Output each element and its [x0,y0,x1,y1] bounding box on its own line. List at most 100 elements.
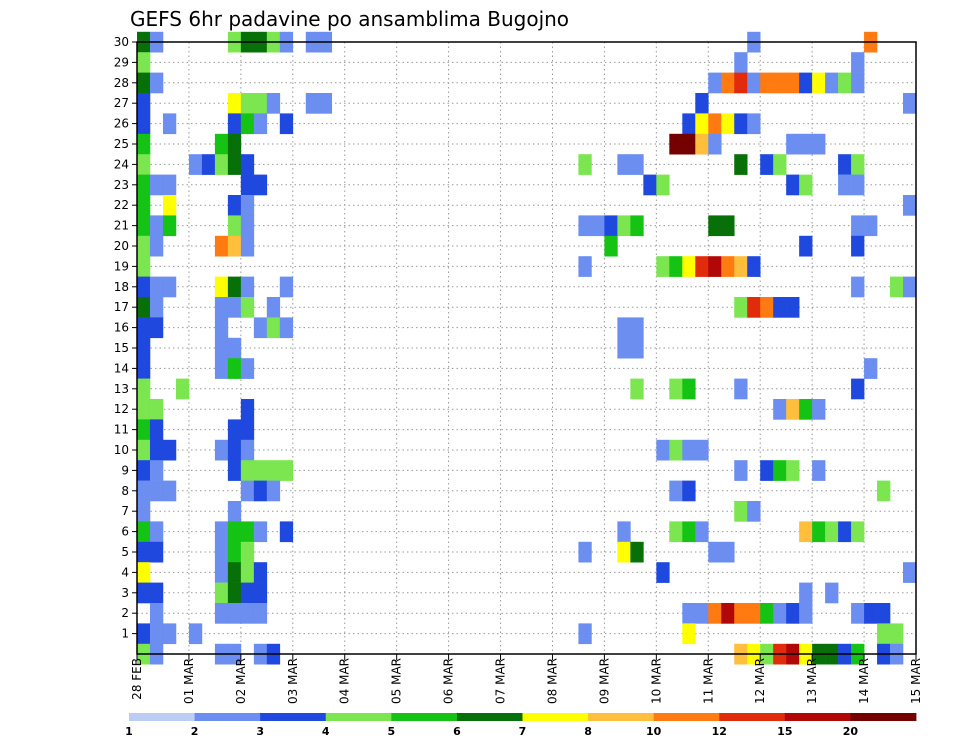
precip-cell [149,521,164,543]
precip-cell [695,521,709,543]
precip-cell [214,235,229,257]
precip-cell [162,174,177,196]
precip-cell [227,562,242,583]
x-tick-label: 07 MAR [494,658,508,704]
precip-cell [721,215,735,237]
precip-cell [137,582,151,604]
precip-cell [253,113,268,135]
precip-cell [695,439,709,461]
y-tick-label: 5 [121,545,129,559]
precip-cell [695,133,709,155]
precip-cell [786,133,800,155]
precip-cell [214,154,229,175]
precip-cell [240,235,255,257]
precip-cell [214,317,229,339]
precip-cell [877,623,891,645]
precip-cell [279,521,294,543]
precip-cell [851,235,865,257]
precip-cell [279,460,294,481]
x-tick-label: 14 MAR [857,658,871,704]
precip-cell [214,439,229,461]
precip-cell [708,541,722,563]
precip-cell [682,439,696,461]
precip-cell [851,603,865,624]
precip-cell [149,215,164,237]
precip-cell [162,195,177,216]
y-tick-label: 22 [114,198,129,212]
colorbar-swatch [391,713,458,721]
precip-cell [617,317,631,339]
precip-cell [682,603,696,624]
precip-cell [630,378,644,400]
precip-cell [162,113,177,135]
precip-cell [149,541,164,563]
precip-cell [747,603,761,624]
precip-cell [149,460,164,481]
precip-cell [851,154,865,175]
y-tick-label: 24 [114,157,129,171]
precip-cell [305,93,320,114]
precip-cell [578,215,592,237]
y-tick-label: 20 [114,239,129,253]
precip-cell [240,358,255,379]
precip-cell [708,113,722,135]
precip-cell [137,297,151,318]
precip-cell [253,582,268,604]
precip-cell [656,562,670,583]
precip-cell [318,93,333,114]
precip-cell [630,337,644,359]
precip-cell [240,419,255,441]
precip-cell [799,235,813,257]
precip-cell [214,358,229,379]
y-tick-label: 28 [114,76,129,90]
precip-cell [786,297,800,318]
precip-cell [240,215,255,237]
precip-cell [669,521,683,543]
precip-cell [214,603,229,624]
precip-cell [734,256,748,277]
precip-cell [786,460,800,481]
precip-cell [799,174,813,196]
precip-cell [149,174,164,196]
colorbar-label: 3 [256,725,264,738]
precip-cell [825,582,839,604]
precip-cell [838,174,852,196]
y-tick-label: 17 [114,300,129,314]
precip-cell [137,235,151,257]
precip-cell [903,195,917,216]
precip-cell [149,419,164,441]
y-tick-label: 1 [121,627,129,641]
precip-cell [864,358,878,379]
precip-cell [137,93,151,114]
precip-cell [734,113,748,135]
precip-cell [149,276,164,298]
precip-cell [760,72,774,94]
precip-cell [773,154,787,175]
precip-cell [137,317,151,339]
precip-cell [890,623,904,645]
precip-cell [721,603,735,624]
precip-cell [240,297,255,318]
precip-cell [708,215,722,237]
precip-cell [137,337,151,359]
y-tick-label: 3 [121,586,129,600]
y-tick-label: 4 [121,565,129,579]
precip-cell [227,521,242,543]
colorbar-swatch [850,713,917,721]
precip-cell [786,603,800,624]
y-tick-label: 29 [114,55,129,69]
precip-cell [149,582,164,604]
precip-cell [253,562,268,583]
precip-cell [162,623,177,645]
precip-cell [708,603,722,624]
precip-cell [137,562,151,583]
precip-cell [773,399,787,420]
precip-cell [695,93,709,114]
precip-cell [137,399,151,420]
precip-cell [578,154,592,175]
precip-cell [137,419,151,441]
precip-cell [227,195,242,216]
precip-cell [149,235,164,257]
x-tick-label: 12 MAR [753,658,767,704]
y-tick-label: 2 [121,606,129,620]
